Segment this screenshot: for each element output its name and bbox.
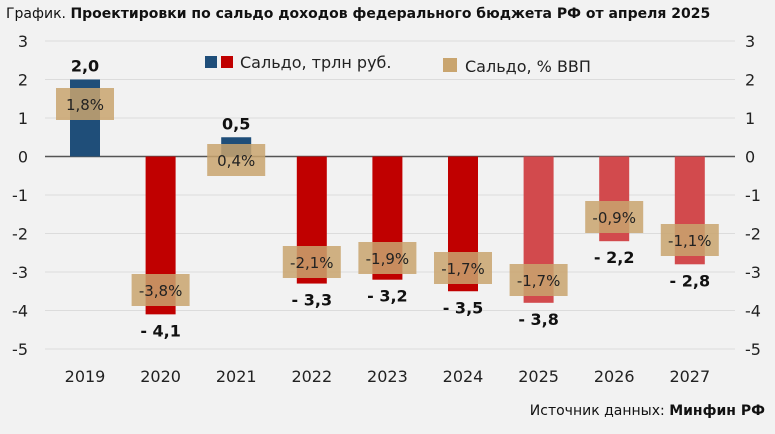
- legend-label-rub: Сальдо, трлн руб.: [240, 53, 391, 72]
- value-label-2022: - 3,3: [292, 291, 333, 310]
- source-note: Источник данных: Минфин РФ: [530, 403, 765, 419]
- source-label: Источник данных:: [529, 403, 665, 419]
- value-label-2023: - 3,2: [367, 287, 408, 306]
- value-label-2024: - 3,5: [443, 298, 484, 317]
- y-tick-right: 1: [745, 109, 755, 128]
- y-tick-right: 2: [745, 71, 755, 90]
- pct-label-2026: -0,9%: [592, 209, 636, 227]
- pct-box-2019: [56, 88, 114, 120]
- y-tick-left: 3: [18, 32, 28, 51]
- pct-label-2020: -3,8%: [139, 282, 183, 300]
- x-tick-2023: 2023: [367, 367, 408, 386]
- y-tick-right: -2: [745, 225, 761, 244]
- value-label-2027: - 2,8: [670, 271, 711, 290]
- pct-box-2026: [585, 201, 644, 233]
- x-tick-2020: 2020: [140, 367, 181, 386]
- value-label-2020: - 4,1: [140, 321, 181, 340]
- pct-box-2022: [282, 246, 341, 278]
- value-label-2019: 2,0: [71, 57, 99, 76]
- x-tick-2025: 2025: [518, 367, 559, 386]
- y-tick-left: -2: [12, 225, 28, 244]
- pct-label-2022: -2,1%: [290, 254, 334, 272]
- pct-label-2024: -1,7%: [441, 260, 485, 278]
- x-tick-2027: 2027: [669, 367, 710, 386]
- value-label-2021: 0,5: [222, 114, 250, 133]
- y-tick-right: 0: [745, 148, 755, 167]
- pct-label-2019: 1,8%: [66, 96, 104, 114]
- y-tick-right: -1: [745, 186, 761, 205]
- value-label-2026: - 2,2: [594, 248, 635, 267]
- y-tick-right: 3: [745, 32, 755, 51]
- x-tick-2026: 2026: [594, 367, 635, 386]
- x-tick-2022: 2022: [291, 367, 332, 386]
- x-tick-2021: 2021: [216, 367, 257, 386]
- y-tick-left: 0: [18, 148, 28, 167]
- y-tick-left: -4: [12, 302, 28, 321]
- pct-box-2021: [207, 144, 266, 176]
- y-tick-left: -3: [12, 263, 28, 282]
- legend-label-pct: Сальдо, % ВВП: [465, 57, 591, 76]
- legend-swatch-pct: [443, 58, 457, 72]
- y-tick-right: -4: [745, 302, 761, 321]
- legend-swatch-positive: [205, 56, 217, 68]
- chart-title: График. Проектировки по сальдо доходов ф…: [6, 6, 710, 22]
- pct-label-2021: 0,4%: [217, 152, 255, 170]
- legend-swatch-negative: [221, 56, 233, 68]
- y-tick-left: 1: [18, 109, 28, 128]
- x-tick-2019: 2019: [65, 367, 106, 386]
- pct-box-2025: [509, 264, 568, 296]
- source-value: Минфин РФ: [669, 403, 765, 419]
- title-main: Проектировки по сальдо доходов федеральн…: [70, 6, 711, 22]
- pct-box-2024: [434, 252, 492, 284]
- y-tick-left: 2: [18, 71, 28, 90]
- pct-label-2027: -1,1%: [668, 232, 712, 250]
- pct-box-2023: [358, 242, 417, 274]
- x-tick-2024: 2024: [443, 367, 484, 386]
- y-tick-right: -5: [745, 340, 761, 359]
- pct-label-2023: -1,9%: [366, 250, 410, 268]
- y-tick-right: -3: [745, 263, 761, 282]
- y-tick-left: -1: [12, 186, 28, 205]
- value-label-2025: - 3,8: [518, 310, 559, 329]
- title-prefix: График.: [6, 6, 66, 22]
- pct-box-2027: [660, 224, 719, 256]
- pct-box-2020: [131, 274, 190, 306]
- pct-label-2025: -1,7%: [517, 272, 561, 290]
- y-tick-left: -5: [12, 340, 28, 359]
